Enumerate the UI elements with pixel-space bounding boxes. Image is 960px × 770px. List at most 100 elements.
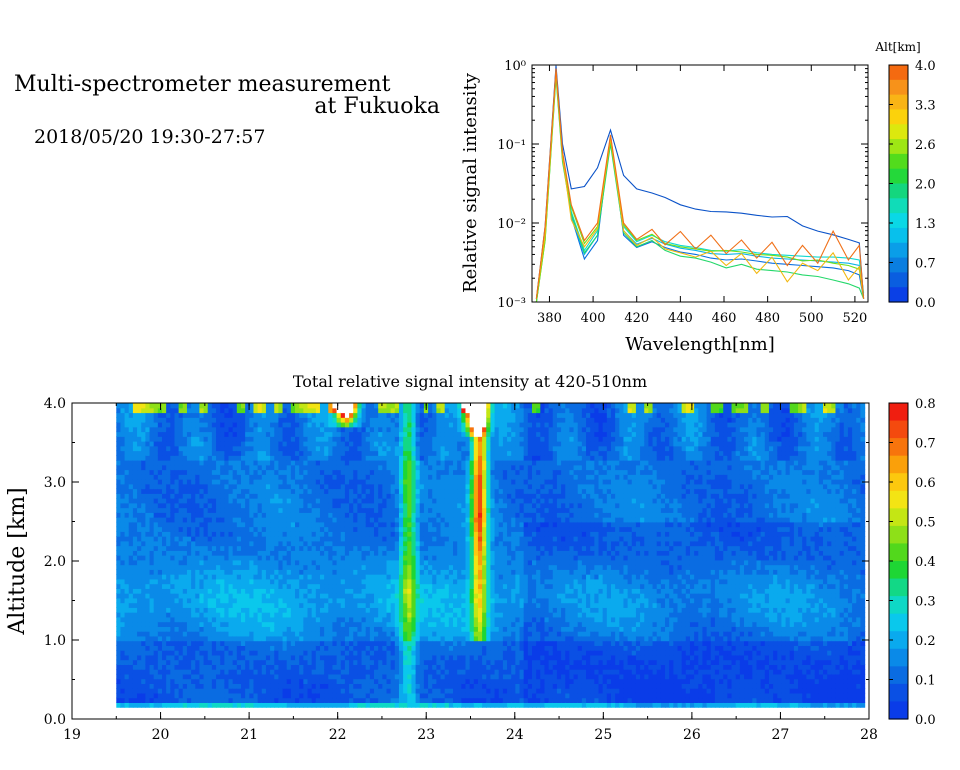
heatmap-cell [270,597,275,604]
heatmap-cell [216,431,221,437]
heatmap-cell [328,521,334,528]
heatmap-cell [344,536,350,542]
heatmap-cell [145,512,151,518]
heatmap-cell [220,526,225,532]
heatmap-cell [116,507,122,513]
heatmap-cell [191,531,196,537]
heatmap-cell [344,659,350,665]
heatmap-cell [344,531,350,537]
heatmap-cell [398,635,404,642]
heatmap-cell [336,664,342,670]
heatmap-cell [286,536,292,542]
heatmap-cell [307,550,313,556]
heatmap-cell [336,412,342,418]
heatmap-cell [236,417,242,423]
heatmap-cell [386,498,392,504]
heatmap-cell [357,650,363,656]
heatmap-cell [286,673,292,680]
heatmap-cell [149,469,155,475]
heatmap-cell [224,521,230,528]
heatmap-cell [224,517,230,523]
heatmap-cell [224,678,230,684]
heatmap-cell [315,479,321,485]
heatmap-cell [295,460,300,466]
heatmap-cell [349,536,354,542]
heatmap-cell [274,445,280,452]
heatmap-cell [274,426,280,433]
heatmap-cell [149,493,155,499]
heatmap-cell [428,683,433,689]
heatmap-cell [282,431,288,437]
heatmap-cell [303,450,309,456]
heatmap-cell [382,631,388,637]
heatmap-cell [124,616,130,623]
heatmap-cell [303,650,309,656]
heatmap-cell [365,407,371,414]
heatmap-cell [153,607,159,613]
heatmap-cell [232,564,238,570]
heatmap-cell [390,512,396,518]
heatmap-cell [157,650,163,656]
heatmap-cell [166,616,171,623]
heatmap-cell [170,593,176,599]
heatmap-cell [311,588,317,594]
heatmap-cell [299,697,304,703]
heatmap-cell [378,692,383,699]
heatmap-cell [374,536,379,542]
heatmap-cell [236,536,242,542]
heatmap-cell [336,673,342,680]
heatmap-cell [145,550,151,556]
heatmap-cell [145,483,151,490]
heatmap-cell [236,450,242,456]
heatmap-cell [265,593,271,599]
heatmap-cell [199,469,205,475]
heatmap-cell [224,426,230,433]
heatmap-cell [361,650,367,656]
heatmap-cell [403,417,408,423]
heatmap-cell [174,659,180,665]
heatmap-cell [369,540,375,547]
heatmap-cell [207,493,213,499]
heatmap-cell [319,583,325,589]
heatmap-cell [319,578,325,585]
heatmap-cell [265,469,271,475]
heatmap-cell [199,597,205,604]
heatmap-cell [382,616,388,623]
heatmap-cell [261,479,267,485]
heatmap-cell [224,555,230,561]
heatmap-cell [365,540,371,547]
heatmap-cell [365,602,371,608]
heatmap-cell [270,640,275,646]
heatmap-cell [290,692,296,699]
heatmap-cell [270,464,275,471]
heatmap-cell [382,593,388,599]
heatmap-cell [178,550,184,556]
heatmap-cell [236,512,242,518]
heatmap-cell [211,650,217,656]
heatmap-cell [344,583,350,589]
heatmap-cell [328,502,334,509]
heatmap-cell [265,607,271,613]
heatmap-cell [332,517,338,523]
heatmap-cell [382,460,388,466]
heatmap-cell [236,540,242,547]
heatmap-cell [423,512,429,518]
heatmap-cell [336,578,342,585]
heatmap-cell [382,474,388,480]
heatmap-cell [149,512,155,518]
heatmap-cell [369,631,375,637]
heatmap-cell [286,564,292,570]
heatmap-cell [311,650,317,656]
heatmap-cell [419,654,425,661]
heatmap-cell [336,692,342,699]
heatmap-cell [149,593,155,599]
heatmap-cell [224,574,230,580]
heatmap-cell [415,426,421,433]
heatmap-cell [340,583,346,589]
heatmap-cell [186,688,192,694]
heatmap-cell [407,569,413,575]
heatmap-cell [199,640,205,646]
heatmap-cell [240,422,246,428]
heatmap-cell [361,673,367,680]
heatmap-cell [303,498,309,504]
